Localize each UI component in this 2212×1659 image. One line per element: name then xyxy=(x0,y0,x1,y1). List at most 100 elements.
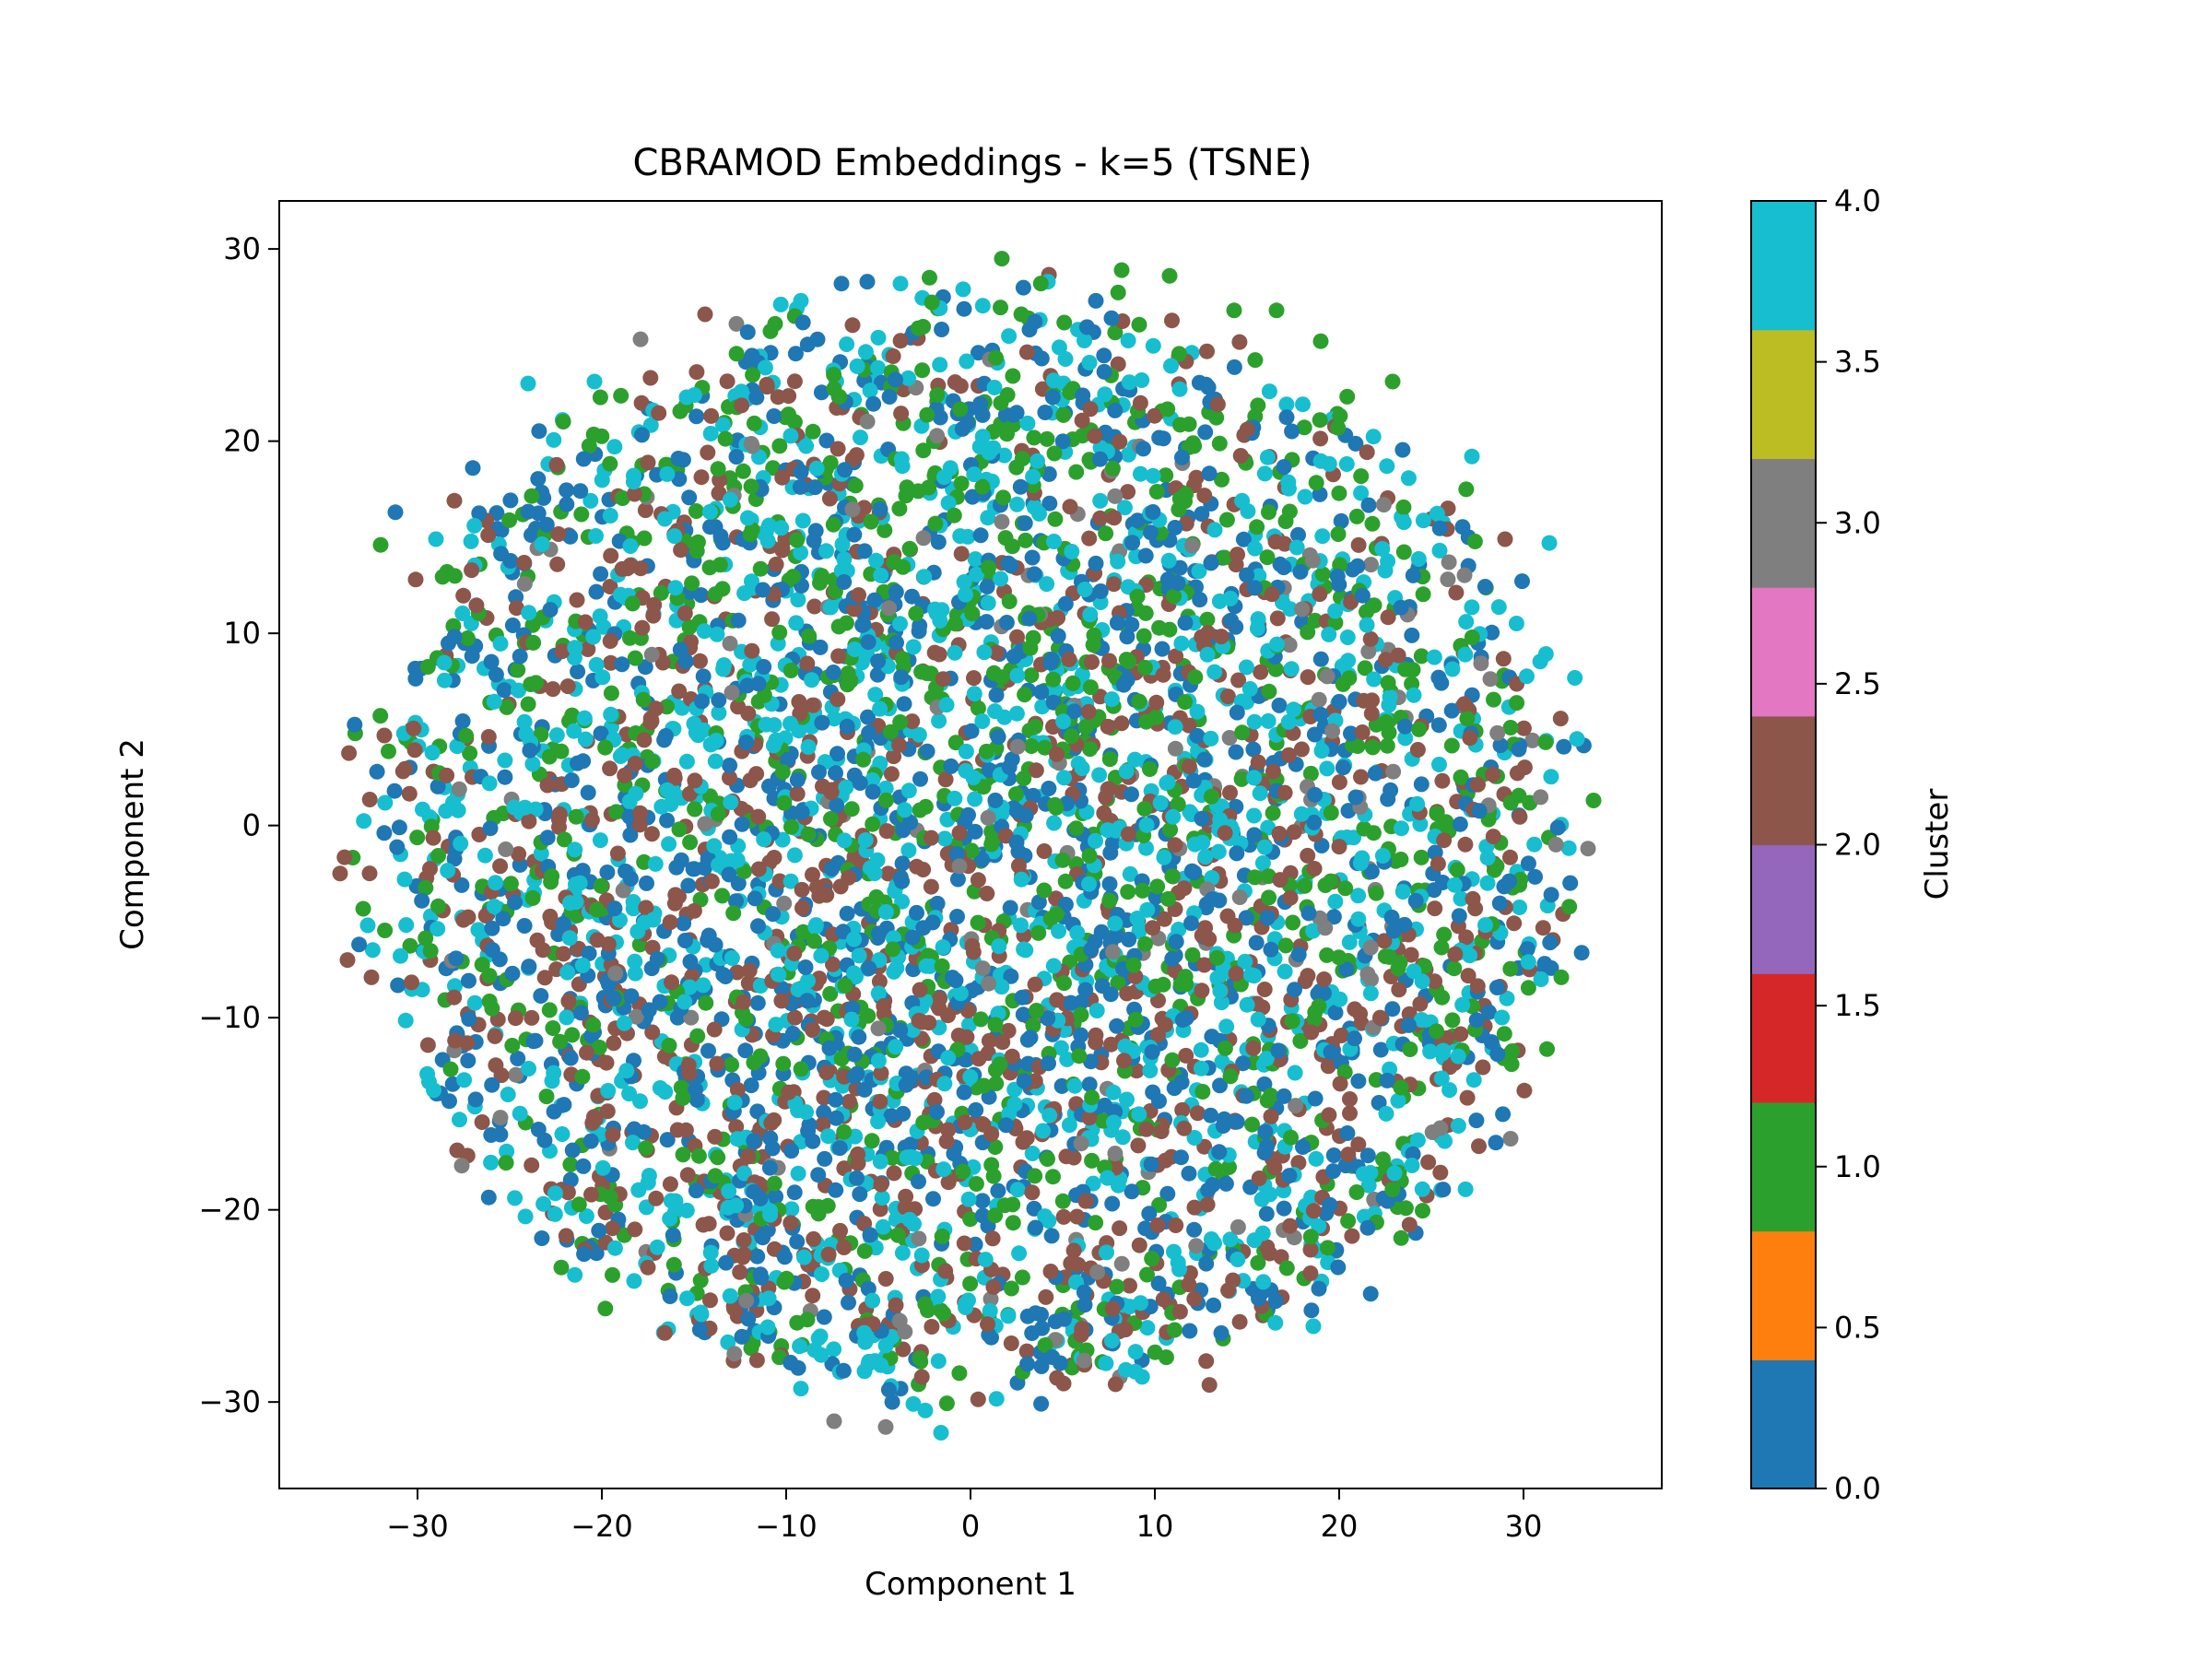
scatter-point xyxy=(1266,1159,1283,1176)
scatter-point xyxy=(1502,849,1518,865)
scatter-point xyxy=(1162,821,1179,838)
scatter-point xyxy=(788,615,805,631)
scatter-point xyxy=(698,994,714,1011)
scatter-point xyxy=(602,633,618,649)
scatter-point xyxy=(458,727,475,744)
scatter-point xyxy=(904,713,921,730)
scatter-point xyxy=(734,397,750,414)
scatter-point xyxy=(682,954,699,970)
scatter-point xyxy=(1512,808,1528,825)
scatter-point xyxy=(1073,1135,1089,1152)
scatter-point xyxy=(521,813,537,830)
scatter-point xyxy=(1014,989,1030,1006)
scatter-point xyxy=(1147,1344,1163,1360)
scatter-point xyxy=(1245,741,1262,758)
scatter-point xyxy=(1492,737,1509,754)
scatter-point xyxy=(1133,1295,1148,1312)
scatter-point xyxy=(605,1126,621,1143)
scatter-point xyxy=(618,863,633,879)
scatter-point xyxy=(1363,864,1380,880)
scatter-point xyxy=(979,886,995,901)
scatter-point xyxy=(878,823,895,840)
scatter-point xyxy=(805,697,821,713)
scatter-point xyxy=(1203,1107,1219,1124)
scatter-point xyxy=(614,656,630,673)
scatter-point xyxy=(1494,1009,1511,1026)
scatter-point xyxy=(1404,1158,1420,1173)
scatter-point xyxy=(539,777,556,794)
scatter-point xyxy=(1080,703,1097,720)
scatter-point xyxy=(554,1126,571,1142)
scatter-point xyxy=(966,670,982,687)
scatter-point xyxy=(1527,868,1543,885)
scatter-point xyxy=(735,1249,751,1265)
scatter-point xyxy=(1048,906,1065,923)
scatter-point xyxy=(880,1382,897,1398)
scatter-point xyxy=(963,842,980,859)
scatter-point xyxy=(449,1142,465,1159)
scatter-point xyxy=(988,1076,1005,1092)
scatter-point xyxy=(1347,1001,1363,1018)
scatter-point xyxy=(593,877,609,894)
scatter-point xyxy=(1084,653,1100,670)
scatter-point xyxy=(1199,343,1215,359)
scatter-point xyxy=(1502,794,1519,811)
scatter-point xyxy=(1153,1124,1170,1139)
scatter-point xyxy=(418,879,434,896)
scatter-point xyxy=(1081,355,1098,371)
scatter-point xyxy=(909,858,925,875)
scatter-point xyxy=(521,605,537,621)
scatter-point xyxy=(1186,438,1203,454)
scatter-point xyxy=(1543,769,1559,785)
scatter-point xyxy=(775,1055,792,1072)
scatter-point xyxy=(862,860,878,877)
scatter-point xyxy=(1088,1215,1104,1231)
scatter-point xyxy=(1178,976,1194,993)
scatter-point xyxy=(1050,628,1066,644)
scatter-point xyxy=(1026,566,1042,582)
scatter-point xyxy=(828,765,843,782)
scatter-point xyxy=(1238,910,1254,926)
scatter-point xyxy=(947,616,963,632)
scatter-point xyxy=(1209,970,1226,986)
scatter-point xyxy=(794,881,810,898)
scatter-point xyxy=(1410,551,1427,567)
scatter-point xyxy=(913,1247,930,1264)
scatter-point xyxy=(1158,467,1174,484)
scatter-point xyxy=(1453,890,1469,907)
scatter-point xyxy=(905,639,922,655)
scatter-point xyxy=(998,1117,1015,1134)
scatter-point xyxy=(1056,975,1072,992)
scatter-point xyxy=(359,917,376,934)
scatter-point xyxy=(760,1290,777,1307)
scatter-point xyxy=(766,850,782,865)
scatter-point xyxy=(1471,1138,1487,1155)
scatter-point xyxy=(816,1104,832,1121)
scatter-point xyxy=(1378,652,1394,668)
scatter-point xyxy=(632,1093,648,1110)
scatter-point xyxy=(812,574,828,591)
scatter-point xyxy=(1344,1228,1360,1244)
scatter-point xyxy=(1252,785,1268,802)
scatter-point xyxy=(1467,900,1484,917)
scatter-point xyxy=(872,700,888,717)
scatter-point xyxy=(667,580,684,596)
scatter-point xyxy=(860,634,877,651)
scatter-point xyxy=(799,993,816,1009)
scatter-point xyxy=(806,1230,822,1247)
scatter-points xyxy=(332,251,1602,1441)
scatter-point xyxy=(1155,1291,1171,1308)
scatter-point xyxy=(1383,909,1400,925)
scatter-point xyxy=(740,1311,757,1327)
scatter-point xyxy=(1520,855,1536,872)
scatter-point xyxy=(1411,721,1427,737)
scatter-point xyxy=(739,324,756,340)
scatter-point xyxy=(606,900,623,917)
scatter-point xyxy=(1231,334,1248,350)
scatter-point xyxy=(1348,508,1365,524)
scatter-point xyxy=(1250,1011,1266,1028)
scatter-point xyxy=(1101,892,1118,909)
scatter-point xyxy=(484,942,500,959)
scatter-point xyxy=(927,601,943,618)
scatter-point xyxy=(372,536,389,553)
